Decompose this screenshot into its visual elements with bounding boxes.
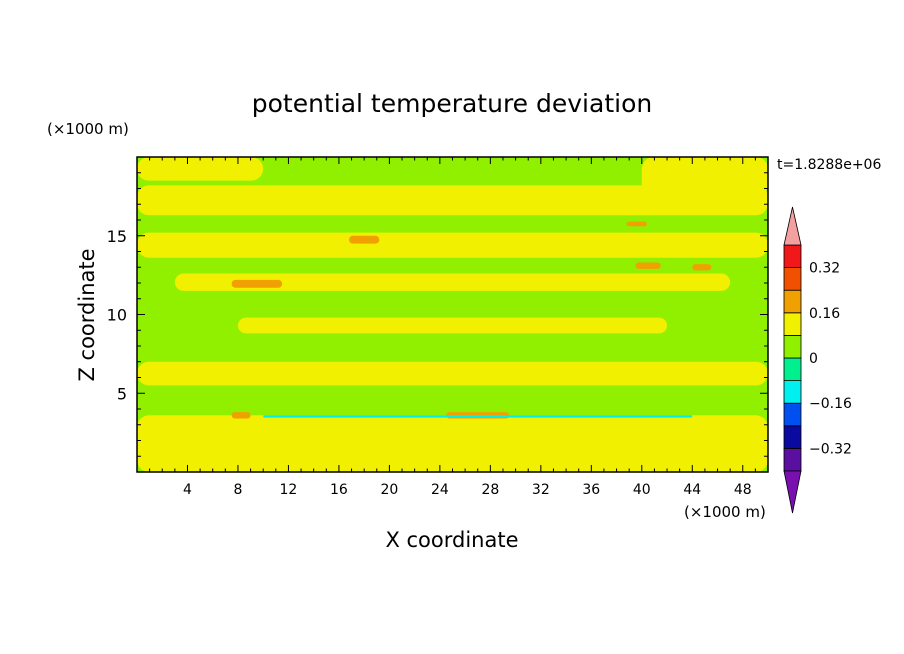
colorbar-label: 0 (809, 351, 818, 367)
contour-region-band-z6 (137, 361, 768, 386)
x-tick-label: 24 (431, 482, 449, 498)
colorbar-over-arrow (783, 206, 802, 246)
colorbar-label: −0.16 (809, 396, 852, 412)
colorbar-bin (783, 334, 802, 359)
chart-title: potential temperature deviation (252, 89, 652, 118)
x-axis: 4 8 12 16 20 24 28 32 36 40 44 48 (149, 157, 756, 498)
contour-region-band-z12 (174, 273, 731, 291)
x-axis-title: X coordinate (385, 528, 518, 552)
colorbar: 0.32 0.16 0 −0.16 −0.32 (783, 206, 852, 514)
contour-region-band-z14 (137, 232, 768, 258)
x-tick-label: 36 (582, 482, 600, 498)
colorbar-label: 0.16 (809, 306, 840, 322)
contour-field (137, 157, 768, 472)
x-unit-label: (×1000 m) (684, 503, 766, 521)
x-tick-label: 40 (633, 482, 651, 498)
colorbar-bin (783, 380, 802, 404)
colorbar-bin (783, 289, 802, 314)
contour-region-warm-spot-z13a (635, 262, 661, 269)
contour-region-warm-spot-z4a (231, 412, 251, 419)
colorbar-label: 0.32 (809, 261, 840, 277)
colorbar-bin (783, 425, 802, 449)
x-tick-label: 20 (380, 482, 398, 498)
x-tick-label: 48 (734, 482, 752, 498)
colorbar-under-arrow (783, 470, 802, 514)
contour-region-band-z9 (237, 317, 668, 334)
colorbar-bin (783, 357, 802, 382)
y-tick-label: 15 (107, 227, 127, 246)
colorbar-bin (783, 267, 802, 291)
y-unit-label: (×1000 m) (47, 120, 129, 138)
colorbar-bin (783, 244, 802, 269)
contour-region-top-right-patch (641, 157, 768, 197)
colorbar-bin (783, 402, 802, 427)
contour-region-warm-spot-z16 (626, 221, 647, 227)
colorbar-bin (783, 447, 802, 472)
x-tick-label: 16 (330, 482, 348, 498)
y-tick-label: 5 (117, 384, 127, 403)
x-tick-label: 32 (532, 482, 550, 498)
x-tick-label: 44 (683, 482, 701, 498)
x-tick-label: 8 (233, 482, 242, 498)
y-tick-label: 10 (107, 306, 127, 325)
colorbar-label: −0.32 (809, 441, 852, 457)
contour-region-warm-spot-z15 (349, 235, 380, 244)
colorbar-bin (783, 312, 802, 336)
contour-region-top-left-patch (137, 157, 264, 181)
x-tick-label: 28 (481, 482, 499, 498)
y-axis-title: Z coordinate (75, 248, 99, 381)
x-tick-label: 12 (280, 482, 298, 498)
contour-region-surface-layer (137, 415, 768, 472)
time-label: t=1.8288e+06 (777, 157, 881, 173)
contour-region-band-z17 (137, 185, 768, 216)
contour-region-warm-spot-z12 (231, 279, 283, 288)
y-axis: 5 10 15 (107, 172, 768, 457)
contour-region-cool-line-z3.5 (263, 415, 693, 418)
contour-region-warm-spot-z13b (692, 264, 712, 271)
x-tick-label: 4 (183, 482, 192, 498)
